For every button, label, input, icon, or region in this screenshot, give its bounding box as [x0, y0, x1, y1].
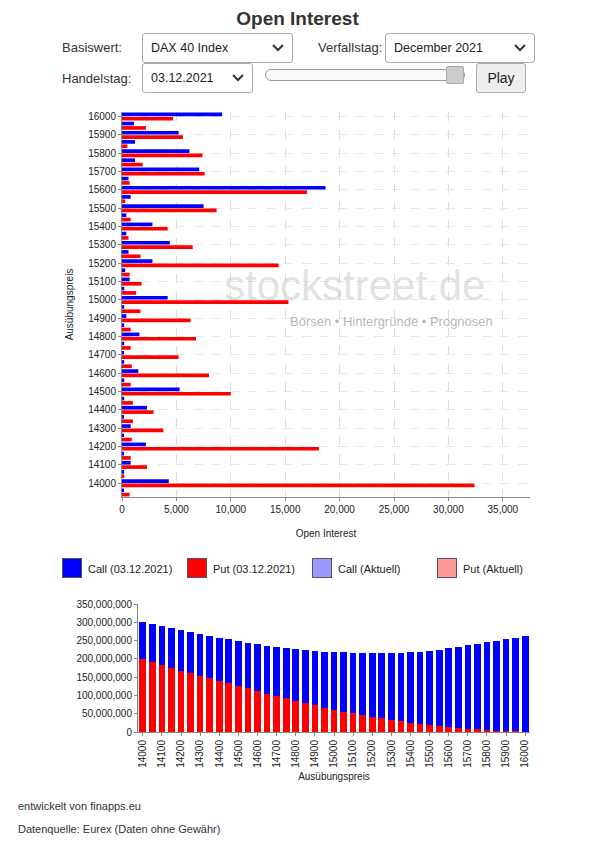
- svg-text:14100: 14100: [156, 740, 167, 768]
- svg-text:14800: 14800: [290, 740, 301, 768]
- svg-text:35,000: 35,000: [488, 504, 519, 515]
- svg-text:15200: 15200: [88, 258, 116, 269]
- svg-text:14000: 14000: [88, 478, 116, 489]
- svg-text:15300: 15300: [386, 740, 397, 768]
- svg-text:300,000,000: 300,000,000: [76, 617, 132, 628]
- html-text:Play: Play: [487, 70, 515, 86]
- html-text:Verfallstag:: Verfallstag:: [318, 40, 383, 55]
- svg-text:100,000,000: 100,000,000: [76, 690, 132, 701]
- svg-text:15800: 15800: [481, 740, 492, 768]
- svg-text:15900: 15900: [88, 129, 116, 140]
- svg-text:15,000: 15,000: [270, 504, 301, 515]
- html-text:Put (Aktuell): Put (Aktuell): [463, 563, 523, 575]
- svg-text:14100: 14100: [88, 459, 116, 470]
- svg-text:250,000,000: 250,000,000: [76, 635, 132, 646]
- svg-text:14700: 14700: [88, 349, 116, 360]
- svg-text:14300: 14300: [88, 423, 116, 434]
- svg-text:15900: 15900: [500, 740, 511, 768]
- svg-text:14200: 14200: [175, 740, 186, 768]
- svg-text:15600: 15600: [443, 740, 454, 768]
- svg-text:15600: 15600: [88, 184, 116, 195]
- svg-text:14700: 14700: [271, 740, 282, 768]
- svg-text:25,000: 25,000: [379, 504, 410, 515]
- svg-text:14300: 14300: [194, 740, 205, 768]
- svg-text:15000: 15000: [328, 740, 339, 768]
- svg-text:15700: 15700: [462, 740, 473, 768]
- svg-text:14000: 14000: [137, 740, 148, 768]
- svg-text:14200: 14200: [88, 441, 116, 452]
- svg-text:Ausübungspreis: Ausübungspreis: [298, 771, 370, 782]
- svg-text:0: 0: [126, 727, 132, 738]
- svg-text:15500: 15500: [88, 203, 116, 214]
- svg-text:30,000: 30,000: [433, 504, 464, 515]
- html-text:Put (03.12.2021): Put (03.12.2021): [213, 563, 295, 575]
- html-text:Call (03.12.2021): Call (03.12.2021): [88, 563, 173, 575]
- html-text:December 2021: December 2021: [394, 41, 483, 55]
- svg-text:15800: 15800: [88, 148, 116, 159]
- svg-text:5,000: 5,000: [164, 504, 189, 515]
- svg-text:14400: 14400: [88, 404, 116, 415]
- html-text:03.12.2021: 03.12.2021: [151, 71, 214, 85]
- svg-text:350,000,000: 350,000,000: [76, 599, 132, 610]
- html-text:Datenquelle: Eurex (Daten ohne: Datenquelle: Eurex (Daten ohne Gewähr): [18, 823, 221, 835]
- svg-text:15100: 15100: [88, 276, 116, 287]
- svg-text:14400: 14400: [214, 740, 225, 768]
- svg-text:14800: 14800: [88, 331, 116, 342]
- html-text:Basiswert:: Basiswert:: [62, 40, 122, 55]
- svg-text:16000: 16000: [88, 111, 116, 122]
- svg-text:14500: 14500: [233, 740, 244, 768]
- svg-text:15000: 15000: [88, 294, 116, 305]
- svg-text:Börsen • Hintergründe • Progno: Börsen • Hintergründe • Prognosen: [290, 314, 493, 329]
- svg-text:15500: 15500: [424, 740, 435, 768]
- svg-text:Open Interest: Open Interest: [296, 528, 357, 539]
- svg-text:200,000,000: 200,000,000: [76, 653, 132, 664]
- svg-text:16000: 16000: [519, 740, 530, 768]
- svg-text:15700: 15700: [88, 166, 116, 177]
- html-text:Call (Aktuell): Call (Aktuell): [338, 563, 401, 575]
- svg-text:14900: 14900: [88, 313, 116, 324]
- svg-text:0: 0: [119, 504, 125, 515]
- svg-text:14500: 14500: [88, 386, 116, 397]
- svg-text:Ausübungspreis: Ausübungspreis: [64, 269, 75, 341]
- svg-text:15400: 15400: [405, 740, 416, 768]
- html-text:DAX 40 Index: DAX 40 Index: [151, 41, 229, 55]
- svg-text:14600: 14600: [252, 740, 263, 768]
- svg-text:15200: 15200: [366, 740, 377, 768]
- svg-text:14600: 14600: [88, 368, 116, 379]
- html-text:Open Interest: Open Interest: [236, 8, 359, 29]
- svg-text:150,000,000: 150,000,000: [76, 672, 132, 683]
- svg-text:10,000: 10,000: [216, 504, 247, 515]
- svg-text:15100: 15100: [347, 740, 358, 768]
- html-text:Handelstag:: Handelstag:: [62, 71, 132, 86]
- svg-text:15400: 15400: [88, 221, 116, 232]
- svg-text:50,000,000: 50,000,000: [82, 708, 132, 719]
- svg-text:15300: 15300: [88, 239, 116, 250]
- svg-text:stockstreet.de: stockstreet.de: [224, 262, 485, 309]
- svg-text:20,000: 20,000: [324, 504, 355, 515]
- html-text:entwickelt von finapps.eu: entwickelt von finapps.eu: [18, 800, 141, 812]
- svg-text:14900: 14900: [309, 740, 320, 768]
